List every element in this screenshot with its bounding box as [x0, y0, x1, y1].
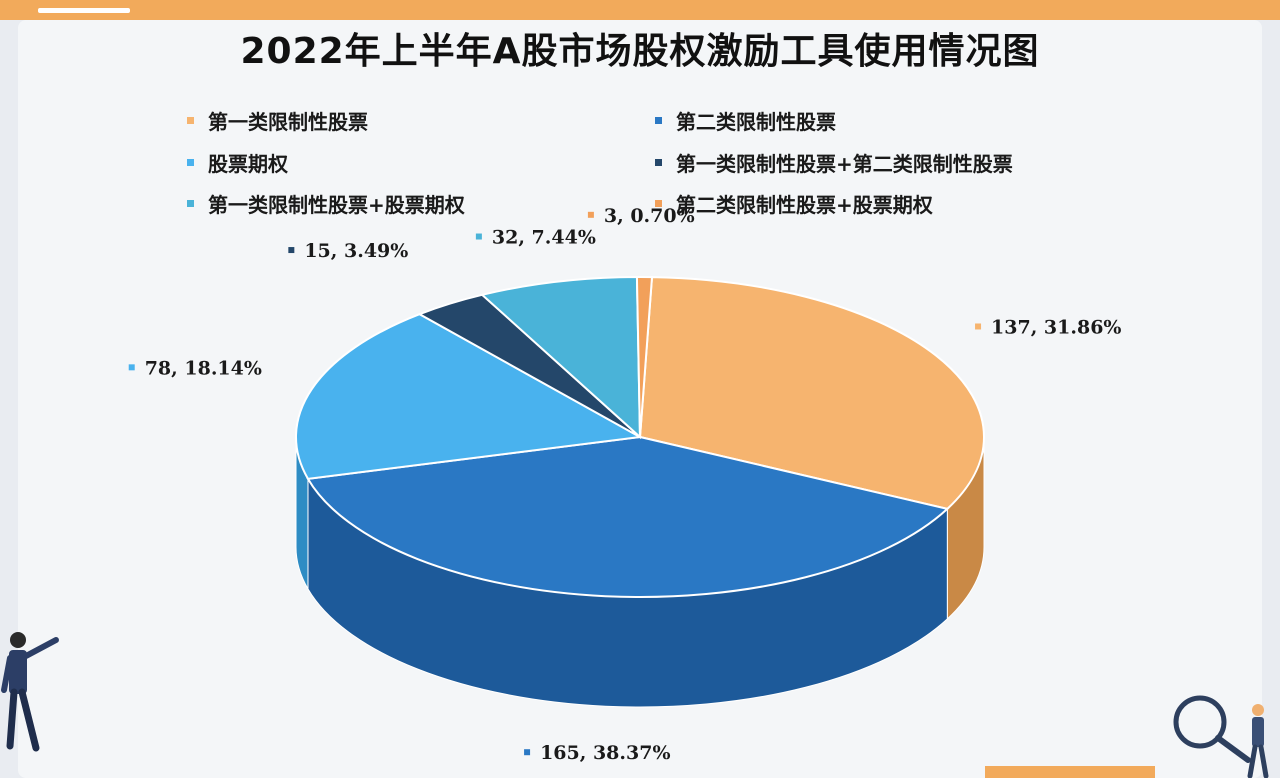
data-label-1: 165, 38.37%	[540, 742, 670, 764]
legend-item-2: 股票期权	[187, 148, 288, 177]
top-accent-line	[38, 8, 130, 13]
legend-item-1: 第二类限制性股票	[655, 106, 836, 135]
legend-label-3: 第一类限制性股票+第二类限制性股票	[676, 152, 1013, 176]
pie-slice-4	[480, 276, 642, 440]
data-label-marker-1	[524, 749, 531, 756]
legend-item-4: 第一类限制性股票+股票期权	[187, 189, 465, 218]
legend-swatch-3	[655, 159, 662, 166]
data-label-marker-3	[288, 247, 295, 254]
legend-swatch-4	[187, 200, 194, 207]
legend-swatch-2	[187, 159, 194, 166]
legend-label-0: 第一类限制性股票	[208, 110, 368, 134]
bottom-accent-bar	[985, 766, 1155, 778]
legend-item-0: 第一类限制性股票	[187, 106, 368, 135]
data-label-5: 3, 0.70%	[604, 205, 695, 227]
person-pointing-illustration	[1, 632, 59, 752]
legend-label-4: 第一类限制性股票+股票期权	[208, 193, 465, 217]
legend-swatch-1	[655, 117, 662, 124]
pie-slice-5	[635, 275, 654, 438]
data-label-marker-0	[975, 323, 982, 330]
data-label-marker-2	[128, 364, 135, 371]
top-accent-bar	[0, 0, 1280, 20]
pie-slice-1	[306, 435, 950, 598]
legend-label-5: 第二类限制性股票+股票期权	[676, 193, 933, 217]
legend-item-3: 第一类限制性股票+第二类限制性股票	[655, 148, 1013, 177]
legend-item-5: 第二类限制性股票+股票期权	[655, 189, 933, 218]
pie-slice-0	[638, 276, 985, 510]
legend-swatch-0	[187, 117, 194, 124]
data-label-2: 78, 18.14%	[145, 357, 262, 379]
chart-title: 2022年上半年A股市场股权激励工具使用情况图	[240, 31, 1040, 72]
legend-label-1: 第二类限制性股票	[676, 110, 836, 134]
data-label-marker-4	[475, 233, 482, 240]
data-label-marker-5	[587, 211, 594, 218]
pie-slice-2	[295, 313, 644, 480]
legend-label-2: 股票期权	[208, 152, 288, 176]
magnifier-person-illustration	[1173, 695, 1269, 778]
data-label-3: 15, 3.49%	[304, 240, 408, 262]
data-label-0: 137, 31.86%	[991, 316, 1121, 338]
data-label-4: 32, 7.44%	[492, 227, 596, 249]
legend-swatch-5	[655, 200, 662, 207]
